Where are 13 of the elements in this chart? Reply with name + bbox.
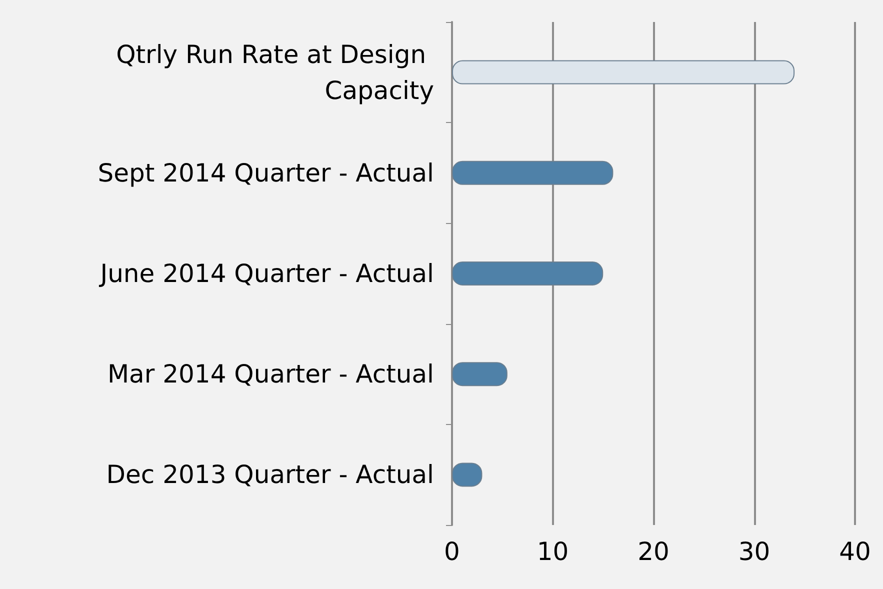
y-tick-label: Mar 2014 Quarter - Actual: [107, 360, 434, 389]
bar: [452, 160, 614, 185]
x-tick-label: 30: [738, 537, 770, 566]
y-tick-label: Dec 2013 Quarter - Actual: [106, 460, 434, 490]
bar: [452, 262, 604, 286]
bar: [452, 60, 795, 84]
x-tick-label: 40: [839, 537, 871, 566]
x-tick-label: 0: [444, 537, 460, 566]
y-tick-label: Qtrly Run Rate at Design Capacity: [116, 40, 434, 105]
x-tick-label: 20: [638, 537, 670, 566]
y-tick-label: Sept 2014 Quarter - Actual: [98, 158, 434, 188]
y-tick-label: June 2014 Quarter - Actual: [98, 259, 434, 288]
x-tick-label: 10: [536, 537, 569, 566]
